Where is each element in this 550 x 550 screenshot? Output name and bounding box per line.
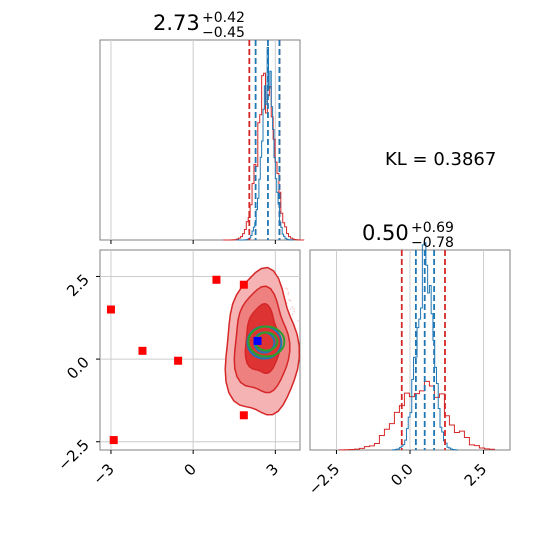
y-tick-label: 0.0 [63,353,93,383]
sample-point [285,287,287,290]
x-tick-label: 3 [263,460,282,479]
sample-point [291,306,294,308]
blue-square-marker [253,336,262,345]
x-tick-label: 2.5 [461,460,491,490]
title-param2: 0.50 +0.69 −0.78 [362,220,454,251]
green-contour [247,325,286,358]
sample-point [287,291,290,294]
sample-point [289,308,292,310]
panel-frame [99,249,301,451]
title-param1-plus: +0.42 [202,10,245,26]
red-square-marker [109,436,118,445]
title-param2-minus: −0.78 [411,235,454,251]
red-square-marker [239,280,248,289]
x-tick-label: −3 [89,460,117,488]
title-param1: 2.73 +0.42 −0.45 [153,10,245,41]
red-square-marker [212,275,221,284]
red-square-marker [239,411,248,420]
x-tick-label: 0.0 [387,460,417,490]
y-tick-label: −2.5 [54,436,92,474]
sample-point [296,320,299,322]
title-param1-median: 2.73 [153,11,200,35]
red-histogram-line [338,380,495,451]
y-tick-label: 2.5 [63,271,93,301]
sample-point [293,307,295,310]
sample-point [287,293,290,296]
red-square-marker [174,356,183,365]
title-param2-median: 0.50 [362,221,409,245]
red-square-marker [106,305,115,314]
blue-histogram-line [236,47,294,241]
panel-frame [99,39,301,241]
title-param2-plus: +0.69 [411,220,454,236]
histogram-panel-param2: −2.5 0.0 2.5 [305,242,511,499]
sample-point [293,310,296,313]
sample-point [286,288,289,291]
x-tick-label: 0 [181,460,200,479]
sample-point [288,299,290,301]
histogram-panel-param1 [99,39,305,244]
sample-point [289,299,292,302]
red-histogram-line [222,72,305,241]
kl-divergence-label: KL = 0.3867 [385,149,496,170]
sample-point [291,313,294,316]
blue-histogram-line [391,242,459,451]
title-param1-minus: −0.45 [202,25,245,41]
x-tick-label: −2.5 [305,460,343,498]
scatter-panel: −3 0 3 2.5 0.0 −2.5 [54,249,301,488]
red-square-marker [138,346,147,355]
